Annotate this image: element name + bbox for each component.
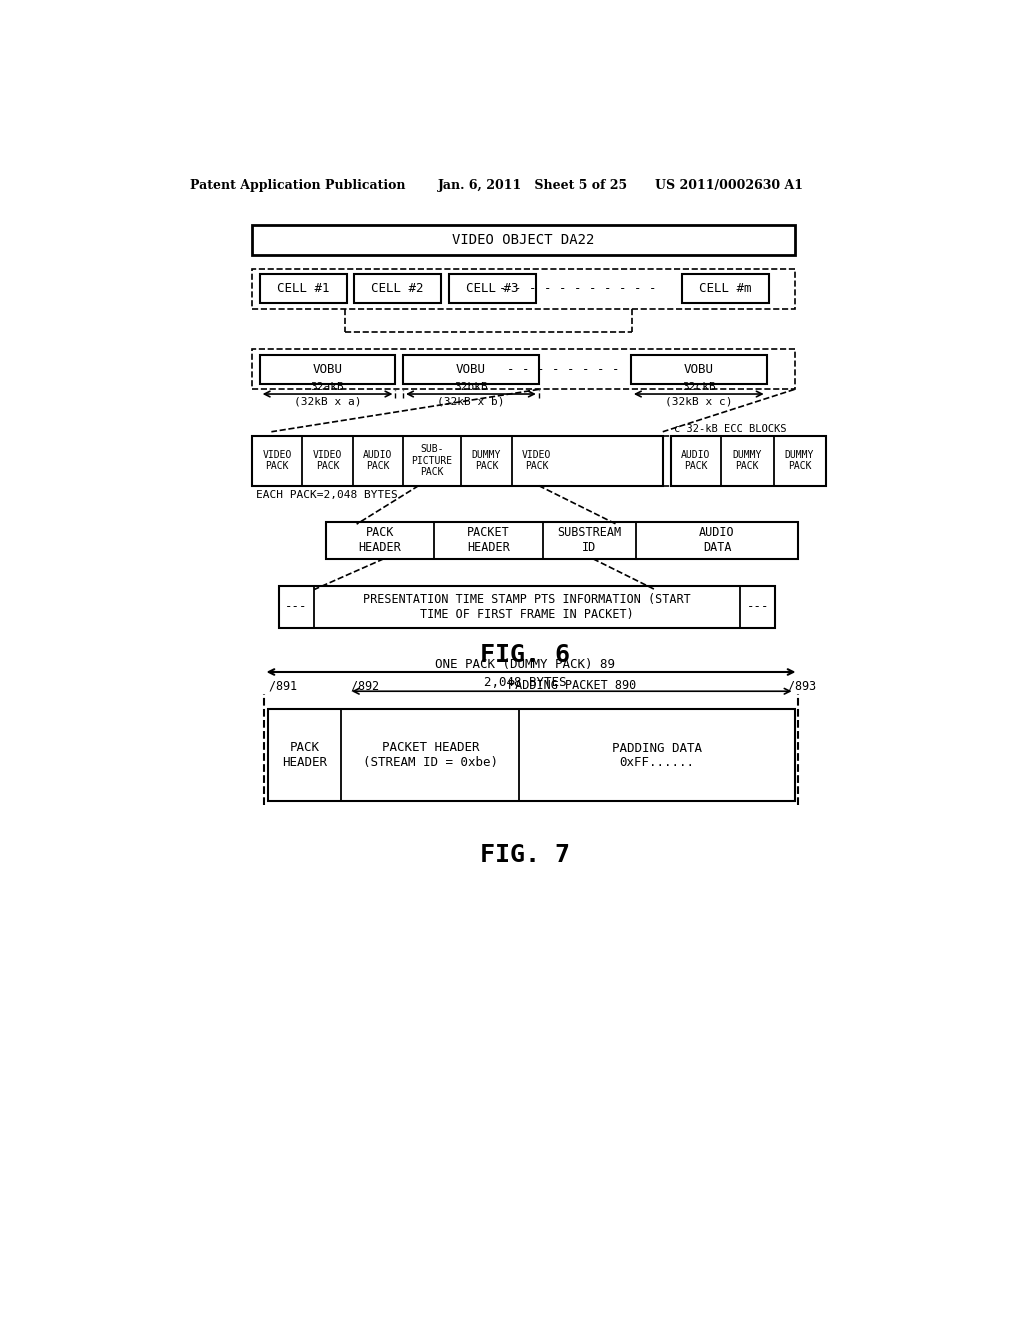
- Text: AUDIO
PACK: AUDIO PACK: [681, 450, 711, 471]
- Bar: [252, 268, 795, 309]
- Text: PACK
HEADER: PACK HEADER: [358, 527, 401, 554]
- Text: ---: ---: [285, 601, 307, 614]
- Text: $\mathregular{/}$891: $\mathregular{/}$891: [267, 678, 297, 693]
- Text: ---: ---: [746, 601, 769, 614]
- Text: 32akB: 32akB: [310, 381, 344, 392]
- Text: CELL #3: CELL #3: [466, 282, 518, 296]
- Text: DUMMY
PACK: DUMMY PACK: [732, 450, 762, 471]
- Text: PACKET HEADER
(STREAM ID = 0xbe): PACKET HEADER (STREAM ID = 0xbe): [362, 741, 498, 770]
- Text: VOBU: VOBU: [456, 363, 486, 376]
- Text: VOBU: VOBU: [684, 363, 714, 376]
- Text: CELL #m: CELL #m: [699, 282, 752, 296]
- Bar: [260, 275, 346, 304]
- Text: 32ckB: 32ckB: [682, 381, 716, 392]
- Text: PADDING DATA: PADDING DATA: [612, 742, 701, 755]
- Text: DUMMY
PACK: DUMMY PACK: [472, 450, 501, 471]
- Text: FIG. 6: FIG. 6: [480, 643, 569, 667]
- Text: EACH PACK=2,048 BYTES: EACH PACK=2,048 BYTES: [256, 490, 397, 500]
- Text: 0xFF......: 0xFF......: [620, 756, 694, 770]
- Text: FIG. 7: FIG. 7: [480, 843, 569, 867]
- Bar: [671, 436, 825, 486]
- Text: SUB-
PICTURE
PACK: SUB- PICTURE PACK: [412, 444, 453, 478]
- Text: (32kB x c): (32kB x c): [665, 397, 732, 407]
- Text: PRESENTATION TIME STAMP PTS INFORMATION (START: PRESENTATION TIME STAMP PTS INFORMATION …: [364, 593, 691, 606]
- Bar: [449, 275, 536, 304]
- Text: SUBSTREAM
ID: SUBSTREAM ID: [557, 527, 622, 554]
- Text: VOBU: VOBU: [312, 363, 343, 376]
- Text: Patent Application Publication: Patent Application Publication: [190, 178, 406, 191]
- Text: AUDIO
DATA: AUDIO DATA: [699, 527, 735, 554]
- Text: CELL #2: CELL #2: [372, 282, 424, 296]
- Bar: [260, 355, 395, 384]
- Text: PACK
HEADER: PACK HEADER: [282, 741, 327, 770]
- Bar: [252, 436, 663, 486]
- Text: TIME OF FIRST FRAME IN PACKET): TIME OF FIRST FRAME IN PACKET): [420, 609, 634, 622]
- Bar: [326, 521, 799, 558]
- Text: VIDEO
PACK: VIDEO PACK: [522, 450, 552, 471]
- Text: CELL #1: CELL #1: [276, 282, 330, 296]
- Bar: [682, 275, 769, 304]
- Text: (32kB x b): (32kB x b): [437, 397, 505, 407]
- Text: VIDEO
PACK: VIDEO PACK: [313, 450, 342, 471]
- Bar: [267, 709, 795, 801]
- Text: DUMMY
PACK: DUMMY PACK: [784, 450, 814, 471]
- Text: Jan. 6, 2011   Sheet 5 of 25: Jan. 6, 2011 Sheet 5 of 25: [438, 178, 628, 191]
- Text: - - - - - - - - - - -: - - - - - - - - - - -: [499, 282, 656, 296]
- Bar: [631, 355, 767, 384]
- Bar: [403, 355, 539, 384]
- Text: PACKET
HEADER: PACKET HEADER: [467, 527, 510, 554]
- Bar: [280, 586, 775, 628]
- Text: c 32-kB ECC BLOCKS: c 32-kB ECC BLOCKS: [674, 425, 786, 434]
- Text: $\mathregular{/}$892: $\mathregular{/}$892: [350, 678, 380, 693]
- Text: VIDEO OBJECT DA22: VIDEO OBJECT DA22: [452, 234, 595, 247]
- Text: - - - - - - - -: - - - - - - - -: [507, 363, 620, 376]
- Bar: [354, 275, 441, 304]
- Bar: [252, 226, 795, 255]
- Text: (32kB x a): (32kB x a): [294, 397, 361, 407]
- Text: 32bkB: 32bkB: [454, 381, 487, 392]
- Text: PADDING PACKET 890: PADDING PACKET 890: [508, 678, 636, 692]
- Text: 2,048 BYTES: 2,048 BYTES: [483, 676, 566, 689]
- Text: ONE PACK (DUMMY PACK) 89: ONE PACK (DUMMY PACK) 89: [435, 657, 614, 671]
- Text: AUDIO
PACK: AUDIO PACK: [364, 450, 392, 471]
- Bar: [252, 350, 795, 389]
- Text: VIDEO
PACK: VIDEO PACK: [262, 450, 292, 471]
- Text: $\mathregular{/}$893: $\mathregular{/}$893: [786, 678, 816, 693]
- Text: US 2011/0002630 A1: US 2011/0002630 A1: [655, 178, 803, 191]
